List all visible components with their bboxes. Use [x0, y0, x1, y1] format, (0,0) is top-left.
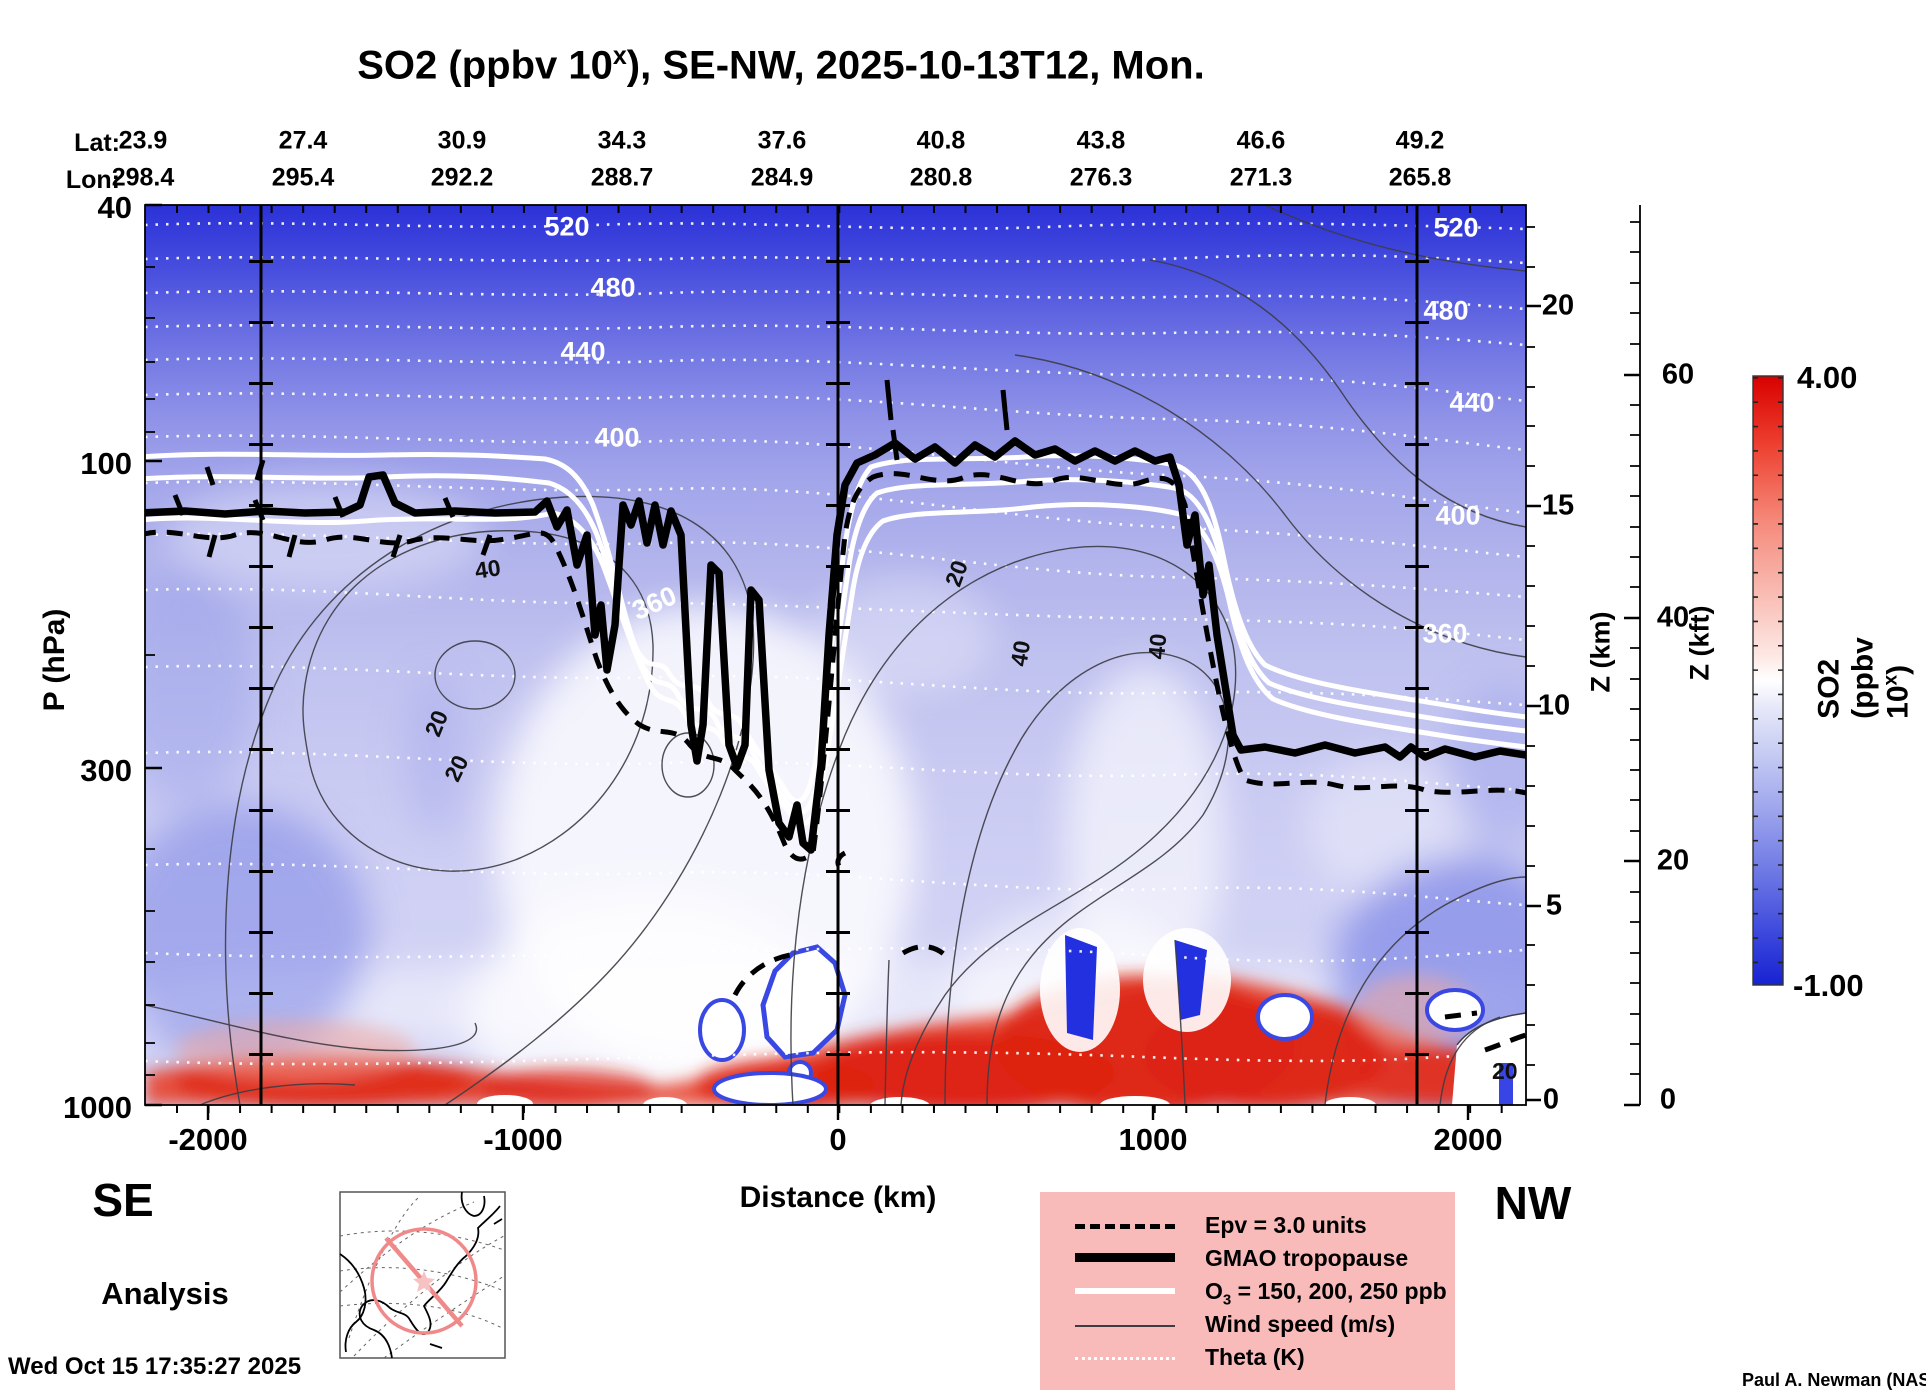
theta-label: 360 [1422, 618, 1468, 649]
x-tick: 1000 [1118, 1122, 1188, 1157]
lon-value: 271.3 [1229, 163, 1293, 192]
zkft-axis-title: Z (kft) [1684, 605, 1715, 681]
wind-label: 20 [1492, 1058, 1518, 1084]
x-tick: 2000 [1433, 1122, 1503, 1157]
wind-label: 40 [1143, 632, 1172, 661]
corner-label-se: SE [92, 1174, 154, 1226]
wind-label: 40 [473, 554, 503, 584]
o3-label-suffix: = 150, 200, 250 ppb [1231, 1278, 1447, 1304]
o3-line-swatch [1075, 1288, 1175, 1294]
legend-row-epv: Epv = 3.0 units [1040, 1210, 1455, 1243]
colorbar-title-sup: x [1880, 674, 1902, 686]
lat-axis-label: Lat: [74, 129, 120, 157]
lat-value: 43.8 [1076, 126, 1126, 155]
legend-row-o3: O3 = 150, 200, 250 ppb [1040, 1276, 1455, 1309]
zkm-tick: 20 [1541, 289, 1575, 322]
zkm-axis-title: Z (km) [1585, 611, 1616, 693]
p-tick: 40 [97, 190, 132, 225]
so2-filled-contours [145, 205, 1526, 1105]
lat-value: 40.8 [916, 126, 966, 155]
theta-label: 480 [590, 272, 636, 303]
theta-label: 440 [1449, 387, 1495, 418]
colorbar-max: 4.00 [1797, 360, 1858, 395]
colorbar [1752, 375, 1784, 986]
credit: Paul A. Newman (NASA [1742, 1370, 1926, 1390]
plot-frame [144, 203, 1541, 1120]
p-axis-title: P (hPa) [38, 608, 71, 712]
lon-value: 280.8 [909, 163, 973, 192]
title-prefix: SO2 (ppbv 10 [357, 43, 613, 88]
timestamp: Wed Oct 15 17:35:27 2025 [8, 1353, 302, 1380]
legend-row-tropopause: GMAO tropopause [1040, 1243, 1455, 1276]
lat-value: 37.6 [757, 126, 807, 155]
o3-label-prefix: O [1205, 1278, 1223, 1304]
x-tick: -2000 [168, 1122, 248, 1157]
corner-label-nw: NW [1494, 1177, 1572, 1229]
p-tick: 1000 [63, 1090, 132, 1125]
wind-speed-contours [145, 205, 1526, 1105]
zkft-tick: 40 [1656, 601, 1690, 634]
waypoint-markers [249, 205, 1429, 1105]
colorbar-min: -1.00 [1793, 968, 1864, 1003]
surface-pockets [477, 928, 1526, 1105]
theta-label: 400 [594, 422, 640, 453]
theta-label: 480 [1423, 295, 1469, 326]
zkm-tick: 0 [1542, 1083, 1560, 1116]
x-tick: 0 [829, 1122, 847, 1157]
tropopause-line [145, 437, 1526, 854]
lon-value: 295.4 [271, 163, 335, 192]
lat-value: 30.9 [437, 126, 487, 155]
o3-label-sub: 3 [1222, 1291, 1232, 1309]
legend-label: Epv = 3.0 units [1205, 1212, 1367, 1238]
theta-label: 520 [544, 211, 590, 242]
lon-value: 284.9 [750, 163, 814, 192]
lat-value: 46.6 [1236, 126, 1286, 155]
wind-line-swatch [1075, 1325, 1175, 1327]
x-tick: -1000 [483, 1122, 563, 1157]
x-axis-title: Distance (km) [739, 1181, 937, 1214]
page-title: SO2 (ppbv 10x), SE-NW, 2025-10-13T12, Mo… [0, 42, 1562, 88]
legend-row-wind: Wind speed (m/s) [1040, 1309, 1455, 1342]
lat-value: 34.3 [597, 126, 647, 155]
lon-value: 276.3 [1069, 163, 1133, 192]
theta-line-swatch [1075, 1357, 1175, 1360]
lon-value: 292.2 [430, 163, 494, 192]
p-tick: 300 [80, 753, 132, 788]
title-sup: x [612, 42, 627, 70]
zkm-tick: 15 [1541, 489, 1575, 522]
legend-label: GMAO tropopause [1205, 1245, 1409, 1271]
lon-value: 288.7 [590, 163, 654, 192]
lat-value: 27.4 [278, 126, 328, 155]
lon-axis-label: Lon: [65, 166, 120, 194]
legend-label: Wind speed (m/s) [1205, 1311, 1396, 1337]
theta-label: 400 [1435, 500, 1481, 531]
colorbar-title: SO2 (ppbv 10x) [1813, 637, 1916, 719]
zkft-tick: 60 [1661, 358, 1695, 391]
zkft-tick: 20 [1656, 844, 1690, 877]
legend-label: O3 = 150, 200, 250 ppb [1205, 1278, 1447, 1309]
legend-row-theta: Theta (K) [1040, 1342, 1455, 1375]
zkm-tick: 10 [1537, 689, 1571, 722]
analysis-label: Analysis [101, 1276, 229, 1311]
colorbar-title-suffix: ) [1881, 664, 1915, 675]
theta-label: 440 [560, 336, 606, 367]
legend-label: Theta (K) [1205, 1344, 1305, 1370]
p-tick: 100 [80, 446, 132, 481]
zkm-tick: 5 [1545, 889, 1563, 922]
lon-value: 265.8 [1388, 163, 1452, 192]
title-suffix: ), SE-NW, 2025-10-13T12, Mon. [626, 43, 1205, 88]
wind-label: 40 [1005, 638, 1036, 669]
kft-axis [1624, 205, 1641, 1107]
theta-label: 520 [1433, 212, 1479, 243]
map-inset [339, 1191, 506, 1359]
lon-value: 298.4 [111, 163, 175, 192]
zkft-tick: 0 [1659, 1083, 1677, 1116]
epv-line-swatch [1075, 1224, 1175, 1229]
tropopause-line-swatch [1075, 1253, 1175, 1262]
legend: Epv = 3.0 units GMAO tropopause O3 = 150… [1040, 1192, 1455, 1390]
lat-value: 49.2 [1395, 126, 1445, 155]
lat-value: 23.9 [118, 126, 168, 155]
